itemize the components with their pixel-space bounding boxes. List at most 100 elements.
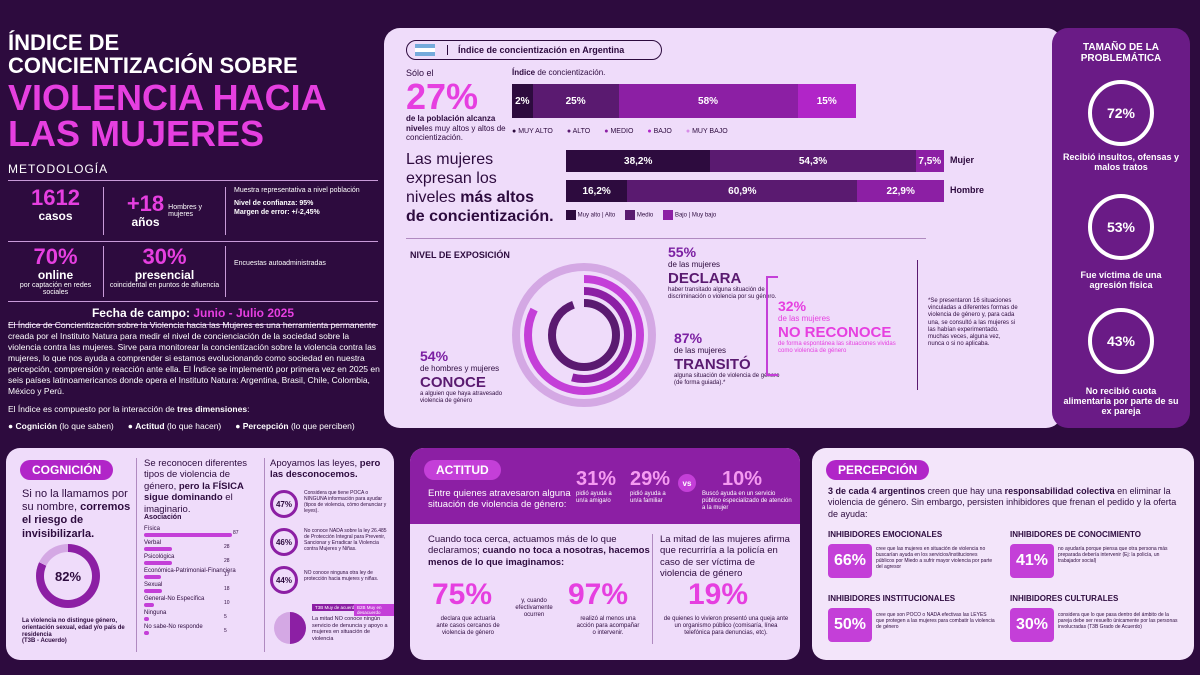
- title-line3: VIOLENCIA HACIA: [8, 77, 327, 118]
- tag-t3b: T3B Muy de acuerdo: [312, 604, 360, 611]
- actitud-question: Entre quienes atravesaron alguna situaci…: [428, 488, 571, 511]
- ley-desc-3: NO conoce ninguna otra ley de protección…: [304, 570, 379, 582]
- seg-bajo: 15%: [797, 84, 856, 118]
- actitud-mid: y, cuando efectivamente ocurren: [515, 598, 553, 619]
- online-label: online: [37, 268, 74, 282]
- margen-text: Margen de error: +/-2,45%: [234, 208, 320, 216]
- online-number: 70%: [33, 244, 78, 269]
- edad-label: años: [131, 215, 160, 229]
- prob-desc-2: Fue víctima de una agresión física: [1080, 270, 1162, 290]
- stat-transito: 87% de las mujeres TRANSITÓ alguna situa…: [674, 330, 780, 387]
- ley-half-donut: [274, 612, 306, 644]
- leyes-title: Apoyamos las leyes, pero las desconocemo…: [270, 458, 381, 481]
- legend-muy-alto: ● MUY ALTO: [512, 128, 553, 135]
- problematica-title: TAMAÑO DE LA PROBLEMÁTICA: [1080, 42, 1162, 64]
- encuestas-text: Encuestas autoadministradas: [234, 260, 326, 267]
- muestra-text: Muestra representativa a nivel población: [234, 187, 360, 194]
- stat-declara: 55% de las mujeres DECLARA haber transit…: [668, 244, 777, 301]
- inhib-culturales-title: INHIBIDORES CULTURALES: [1010, 594, 1119, 603]
- mujer-bar: 38,2% 54,3% 7,5%: [566, 150, 944, 172]
- percepcion-lead: 3 de cada 4 argentinos creen que hay una…: [828, 486, 1177, 519]
- prob-ring-2: 53%: [1088, 194, 1154, 260]
- seg-muy-alto: 2%: [512, 84, 533, 118]
- title-line2: CONCIENTIZACIÓN SOBRE: [8, 53, 298, 78]
- tipos-title: Se reconocen diferentes tipos de violenc…: [144, 458, 247, 515]
- hombre-bar: 16,2% 60,9% 22,9%: [566, 180, 944, 202]
- servicio-desc: La mitad NO conoce ningún servicio de de…: [312, 616, 388, 642]
- inhib-emocionales-desc: cree que las mujeres en situación de vio…: [876, 546, 993, 570]
- mujer-seg-bajo: 7,5%: [915, 150, 944, 172]
- exposicion-rings: [512, 263, 656, 407]
- inhib-emocionales-title: INHIBIDORES EMOCIONALES: [828, 530, 943, 539]
- edad-note: Hombres y mujeres: [168, 204, 202, 218]
- intro-block: El Índice de Concientización sobre la Vi…: [8, 320, 380, 432]
- indice-tab: Índice de concientización en Argentina: [406, 40, 662, 60]
- hombre-seg-alto: 16,2%: [566, 180, 628, 202]
- fecha-label: Fecha de campo:: [91, 306, 190, 320]
- legend-bajo: ● BAJO: [647, 128, 672, 135]
- stat-conoce: 54% de hombres y mujeres CONOCE a alguie…: [420, 348, 503, 405]
- fecha-campo: Fecha de campo: Junio - Julio 2025: [8, 301, 378, 325]
- casos-number: 1612: [31, 185, 80, 210]
- seg-medio: 58%: [618, 84, 798, 118]
- indice-tab-label: Índice de concientización en Argentina: [447, 45, 624, 55]
- inhib-institucionales-desc: cree que son POCO o NADA efectivas las L…: [876, 612, 995, 630]
- actitud-19-desc: de quienes lo vivieron presentó una quej…: [663, 616, 789, 637]
- indice-desc: de la población alcanza niveles muy alto…: [406, 114, 506, 143]
- vs-badge: vs: [678, 474, 696, 492]
- actitud-panel: ACTITUD Entre quienes atravesaron alguna…: [410, 448, 800, 660]
- dimensiones-list: ● Cognición (lo que saben) ● Actitud (lo…: [8, 421, 380, 432]
- cognicion-pill: COGNICIÓN: [20, 460, 114, 480]
- actitud-19: 19%: [688, 578, 749, 611]
- inhib-institucionales-pct: 50%: [828, 608, 872, 642]
- cognicion-note: (T3B - Acuerdo): [22, 638, 67, 644]
- inhib-institucionales-title: INHIBIDORES INSTITUCIONALES: [828, 594, 956, 603]
- cognicion-pct: 82%: [54, 568, 82, 584]
- actitud-pill: ACTITUD: [424, 460, 501, 480]
- dim-actitud: ● Actitud (lo que hacen): [127, 421, 222, 432]
- actitud-75-desc: declara que actuaría ante casos cercanos…: [436, 616, 500, 637]
- actitud-97-desc: realizó al menos una acción para acompañ…: [576, 616, 640, 637]
- mujer-label: Mujer: [950, 155, 975, 165]
- hombre-seg-bajo: 22,9%: [857, 180, 944, 202]
- exposicion-note: *Se presentaron 16 situaciones vinculada…: [928, 298, 1018, 348]
- ayuda-servicio: 10% Buscó ayuda en un servicio público es…: [702, 468, 792, 512]
- argentina-flag-icon: [415, 44, 435, 56]
- legend-alto: ● ALTO: [566, 128, 591, 135]
- prob-ring-1: 72%: [1088, 80, 1154, 146]
- actitud-lead: Cuando toca cerca, actuamos más de lo qu…: [428, 534, 650, 568]
- mujer-seg-medio: 54,3%: [710, 150, 916, 172]
- actitud-97: 97%: [568, 578, 629, 611]
- stat-no-reconoce: 32% de las mujeres NO RECONOCE de forma …: [778, 298, 896, 355]
- problematica-panel: TAMAÑO DE LA PROBLEMÁTICA 72% Recibió in…: [1052, 28, 1190, 428]
- indice-bar-title: Índice de concientización.: [512, 68, 606, 77]
- dim-percepcion: ● Percepción (lo que perciben): [235, 421, 355, 432]
- presencial-number: 30%: [142, 244, 187, 269]
- ley-ring-1: 47%: [270, 490, 298, 518]
- inhib-conocimiento-desc: no ayudaría porque piensa que otra perso…: [1058, 546, 1168, 564]
- inhib-culturales-desc: considera que lo que pasa dentro del ámb…: [1058, 612, 1178, 630]
- inhib-conocimiento-title: INHIBIDORES DE CONOCIMIENTO: [1010, 530, 1141, 539]
- title-line1: ÍNDICE DE: [8, 30, 120, 55]
- dimensiones-intro: El Índice es compuesto por la interacció…: [8, 404, 250, 415]
- metodologia-block: METODOLOGÍA 1612 casos +18 años Hombres …: [8, 162, 378, 325]
- cognicion-statement: Si no la llamamos por su nombre, corremo…: [22, 488, 131, 540]
- legend-medio: ● MEDIO: [604, 128, 634, 135]
- casos-label: casos: [38, 209, 73, 223]
- prob-desc-3: No recibió cuota alimentaria por parte d…: [1063, 386, 1179, 416]
- presencial-note: coincidental en puntos de afluencia: [109, 282, 220, 289]
- exposicion-label: NIVEL DE EXPOSICIÓN: [410, 250, 510, 260]
- ley-desc-1: Considera que tiene POCA o NINGUNA infor…: [304, 490, 387, 514]
- presencial-label: presencial: [134, 268, 195, 282]
- indice-legend: ● MUY ALTO ● ALTO ● MEDIO ● BAJO ● MUY B…: [512, 128, 728, 135]
- online-note: por captación en redes sociales: [19, 282, 92, 296]
- mujer-seg-alto: 38,2%: [566, 150, 711, 172]
- fecha-value: Junio - Julio 2025: [193, 306, 295, 320]
- percepcion-pill: PERCEPCIÓN: [826, 460, 930, 480]
- actitud-policia: La mitad de las mujeres afirma que recur…: [660, 534, 790, 580]
- gender-legend: Muy alto | Alto Medio Bajo | Muy bajo: [566, 210, 716, 220]
- hombre-seg-medio: 60,9%: [627, 180, 858, 202]
- tag-b2b: B2B Muy en desacuerdo: [354, 604, 394, 616]
- ley-ring-3: 44%: [270, 566, 298, 594]
- ley-ring-2: 46%: [270, 528, 298, 556]
